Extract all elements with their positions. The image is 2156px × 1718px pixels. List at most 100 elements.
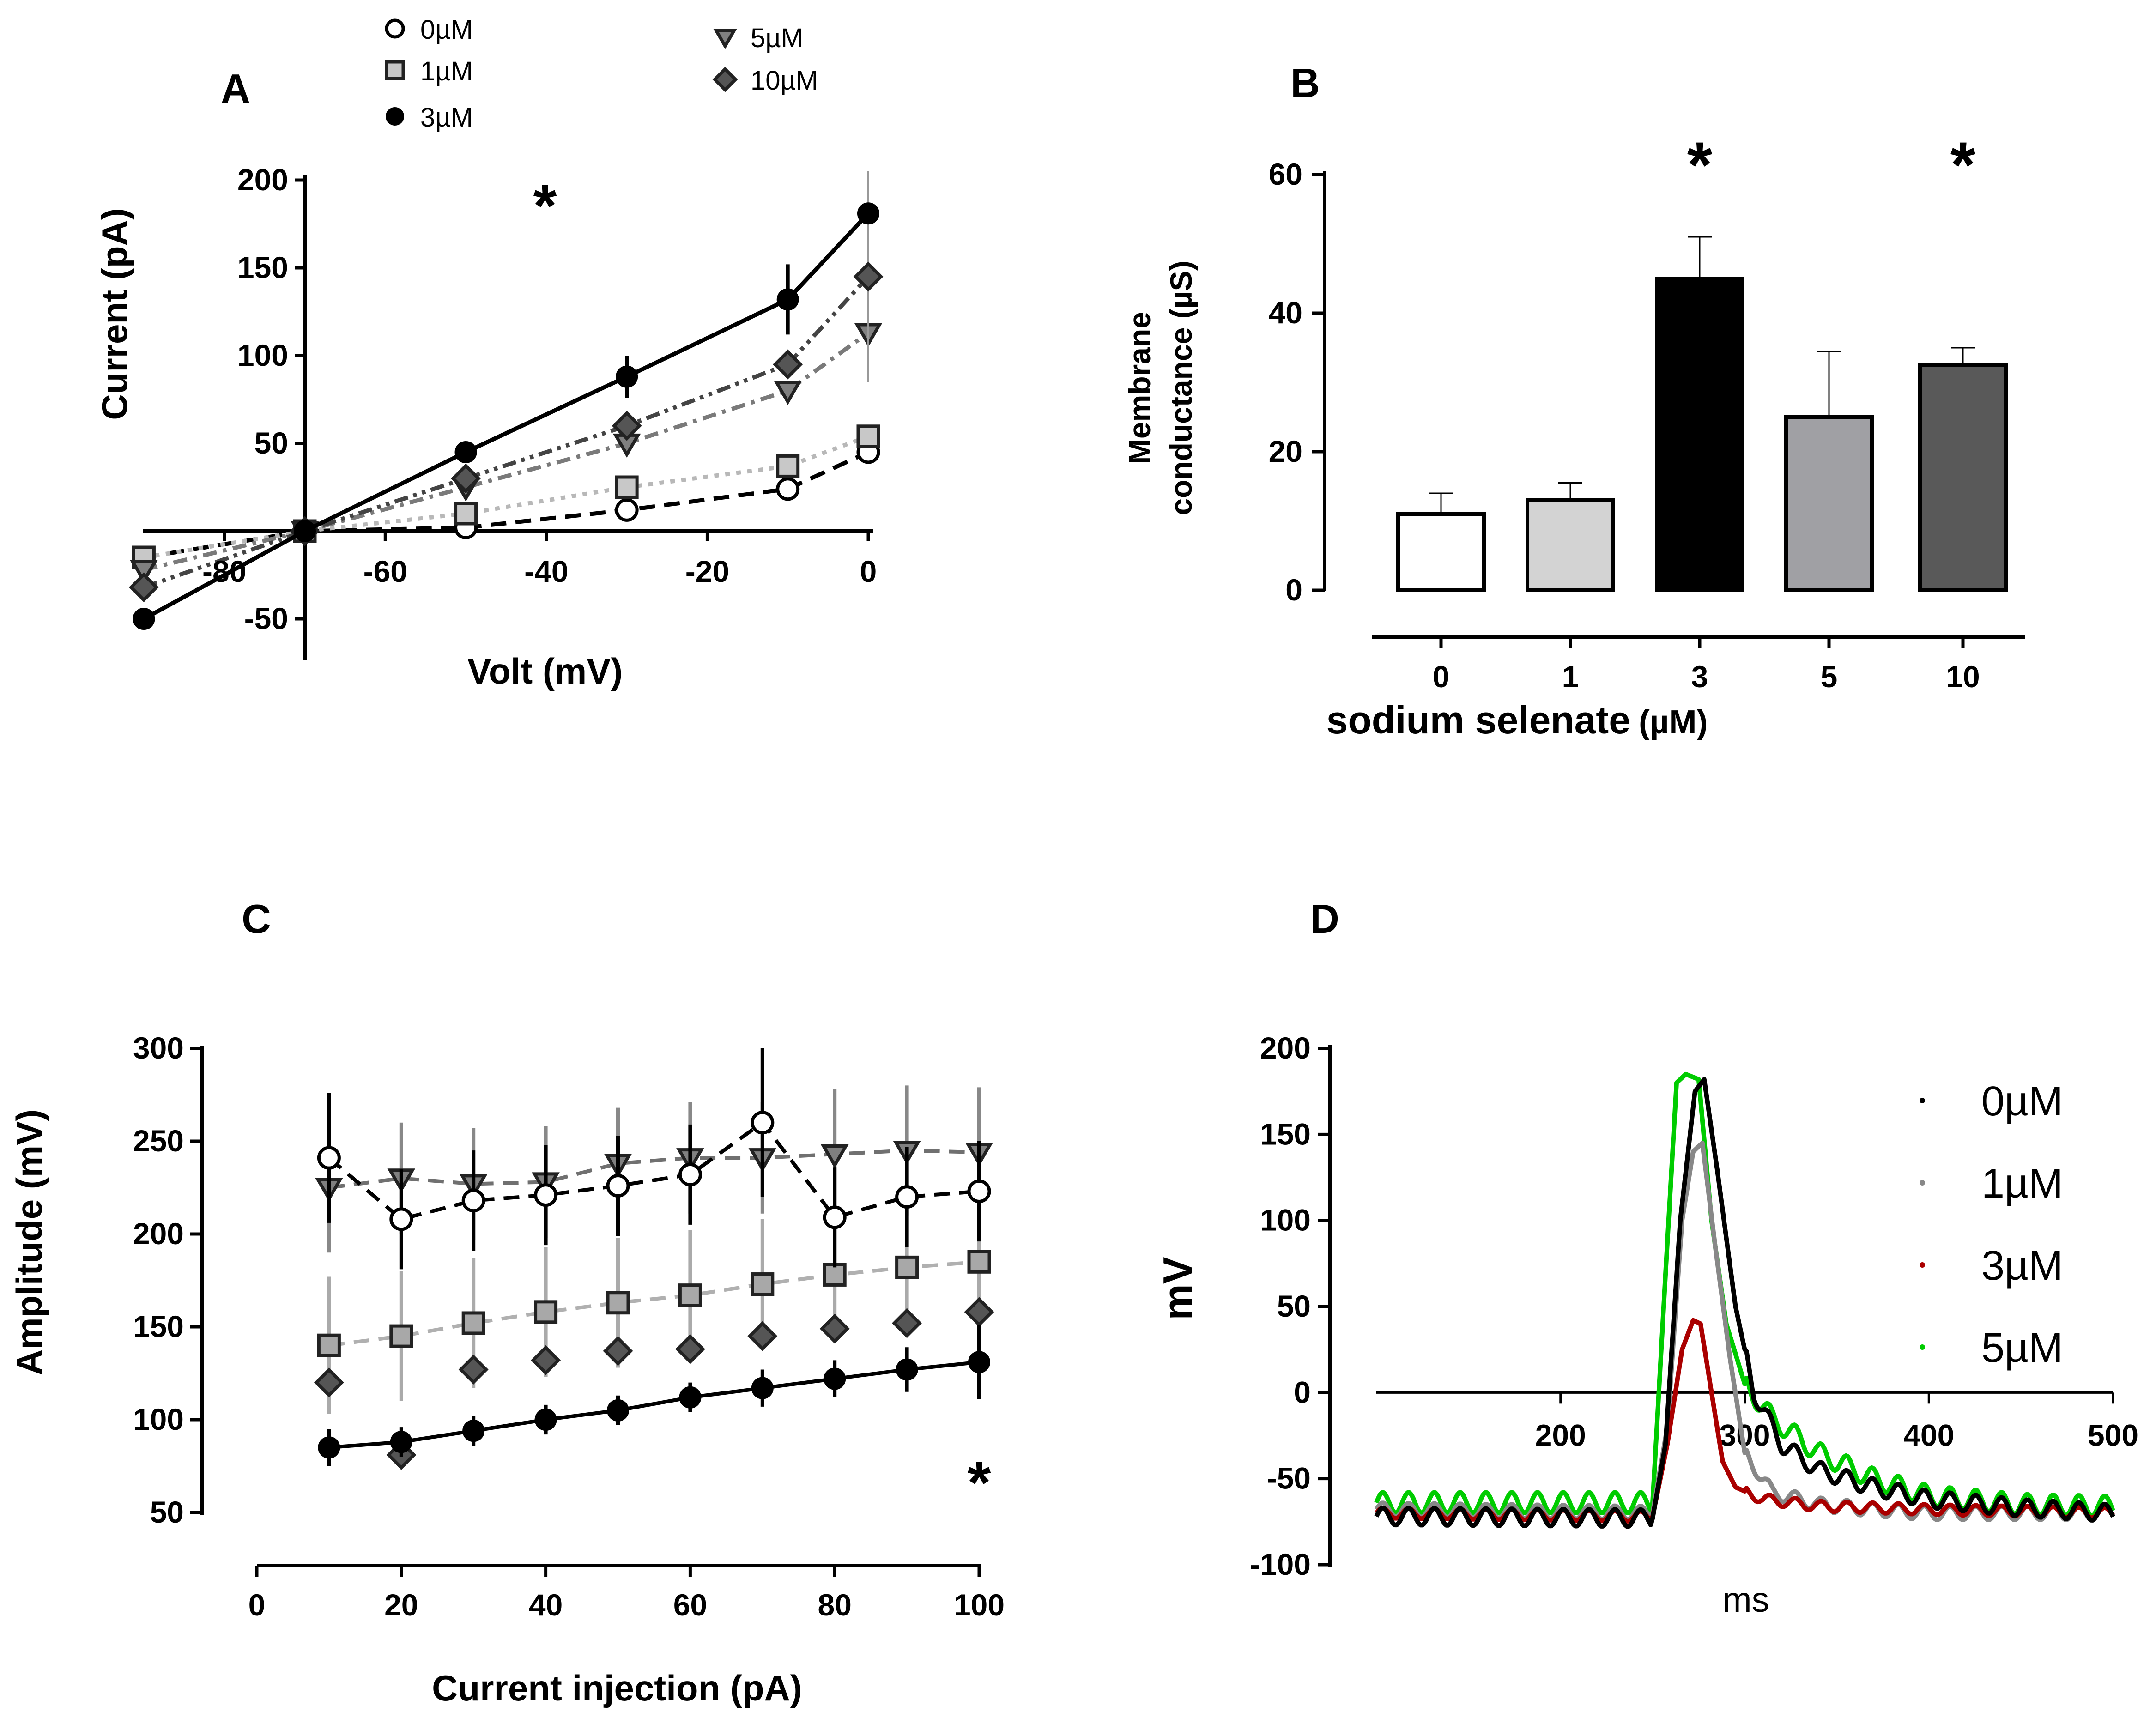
c-x-tick-label: 80 [818,1588,851,1622]
a-x-tick-label: 0 [860,554,877,588]
c-series-line [329,1360,980,1450]
b-y-tick-label: 40 [1269,296,1302,330]
d-y-tick-label: 200 [1260,1031,1311,1065]
c-y-tick-label: 150 [133,1309,184,1343]
a-y-tick-label: 150 [237,250,288,284]
a-data-point [856,424,880,448]
a-legend-label: 5µM [751,23,803,53]
a-data-point [776,288,799,311]
a-x-tick-label: -20 [685,554,729,588]
a-data-point [615,475,639,499]
d-legend-label: 5µM [1981,1325,2063,1371]
d-x-tick-label: 500 [2088,1418,2138,1452]
d-legend-label: 3µM [1981,1243,2063,1289]
b-y-axis-label-line2: conductance (µS) [1164,260,1198,515]
a-y-tick-label: -50 [244,601,288,635]
d-legend: 0µM 1µM 3µM 5µM [1920,1078,2063,1371]
a-y-tick-label: 50 [254,426,288,460]
c-y-tick-label: 200 [133,1216,184,1251]
c-data-point [534,1300,558,1324]
c-y-tick-label: 50 [150,1495,184,1529]
c-data-point [534,1409,557,1431]
c-data-point [820,1144,849,1169]
c-data-point [462,1420,485,1442]
c-x-tick-label: 40 [529,1588,563,1622]
a-data-point [773,349,803,380]
c-y-axis-label: Amplitude (mV) [9,1109,49,1375]
a-data-point [774,381,802,405]
b-significance-star: * [1950,128,1976,201]
a-y-tick-label: 200 [237,163,288,197]
b-y-tick-label: 20 [1269,434,1302,468]
c-series-line [328,1260,980,1348]
c-data-point [607,1399,629,1422]
panel-c-chart: 50 100 150 200 250 300 0 20 40 60 80 100 Current in… [9,1031,1005,1708]
c-x-tick-label: 60 [673,1588,707,1622]
b-bar [1784,415,1874,592]
d-y-axis-label: mV [1155,1257,1200,1320]
c-data-point [534,1183,558,1207]
a-data-point [776,454,800,478]
a-x-tick-label: -80 [202,554,246,588]
c-data-point [389,1207,413,1231]
c-y-tick-label: 300 [133,1031,184,1065]
b-bar [1526,498,1615,592]
panel-label-c: C [242,896,271,942]
b-x-axis-label: sodium selenate [1326,698,1630,742]
c-data-point [747,1321,778,1351]
a-data-point [776,477,800,501]
c-data-point [967,1180,991,1204]
b-x-tick-label: 0 [1433,659,1450,694]
c-data-point [675,1334,705,1364]
c-data-point [896,1358,918,1381]
d-legend-marker [1920,1262,1925,1268]
b-y-tick-label: 60 [1269,157,1302,191]
d-series-trace [1374,1077,2115,1529]
c-series-line [328,1149,980,1190]
b-y-axis-label-line1: Membrane [1122,312,1157,464]
c-data-point [823,1205,847,1229]
c-data-point [751,1377,774,1399]
a-x-tick-label: -60 [363,554,407,588]
a-legend-label: 10µM [751,66,818,96]
a-x-axis-label: Volt (mV) [467,651,623,691]
panel-label-d: D [1310,896,1339,942]
a-data-point [454,441,477,463]
a-data-point [128,572,159,603]
a-data-point [853,261,884,292]
d-x-tick-label: 400 [1903,1418,1954,1452]
a-legend-marker [712,67,738,92]
c-data-point [458,1355,489,1385]
b-x-tick-label: 10 [1946,659,1980,694]
c-data-point [389,1324,413,1348]
c-data-point [678,1283,702,1307]
c-series-line [327,1120,980,1222]
c-data-point [390,1431,412,1453]
a-data-point [454,502,478,526]
a-legend-marker [386,107,404,126]
d-legend-label: 0µM [1981,1078,2063,1125]
d-legend-label: 1µM [1981,1161,2063,1207]
a-data-point [451,463,481,494]
b-x-axis-unit: (µM) [1639,704,1708,741]
b-bar [1655,277,1744,592]
c-data-point [751,1111,775,1135]
panel-a-chart: -80 -60 -40 -20 0 -50 50 100 150 200 Volt (mV) Cu… [94,15,884,691]
c-y-tick-label: 250 [133,1124,184,1158]
c-x-tick-label: 0 [248,1588,266,1622]
c-x-axis-label: Current injection (pA) [432,1668,802,1708]
b-bar [1918,363,2008,592]
d-legend-marker [1920,1344,1925,1350]
a-data-point [857,202,879,225]
d-y-tick-label: 50 [1277,1289,1311,1323]
panel-label-a: A [221,66,250,111]
a-legend-marker [385,18,405,39]
a-legend-marker [385,60,405,80]
c-data-point [824,1367,846,1390]
a-legend: 0µM 1µM 3µM 5µM 10µM [385,15,818,133]
d-y-tick-label: 0 [1294,1375,1311,1409]
d-y-tick-label: 100 [1260,1203,1311,1237]
d-x-axis-label: ms [1722,1580,1769,1620]
